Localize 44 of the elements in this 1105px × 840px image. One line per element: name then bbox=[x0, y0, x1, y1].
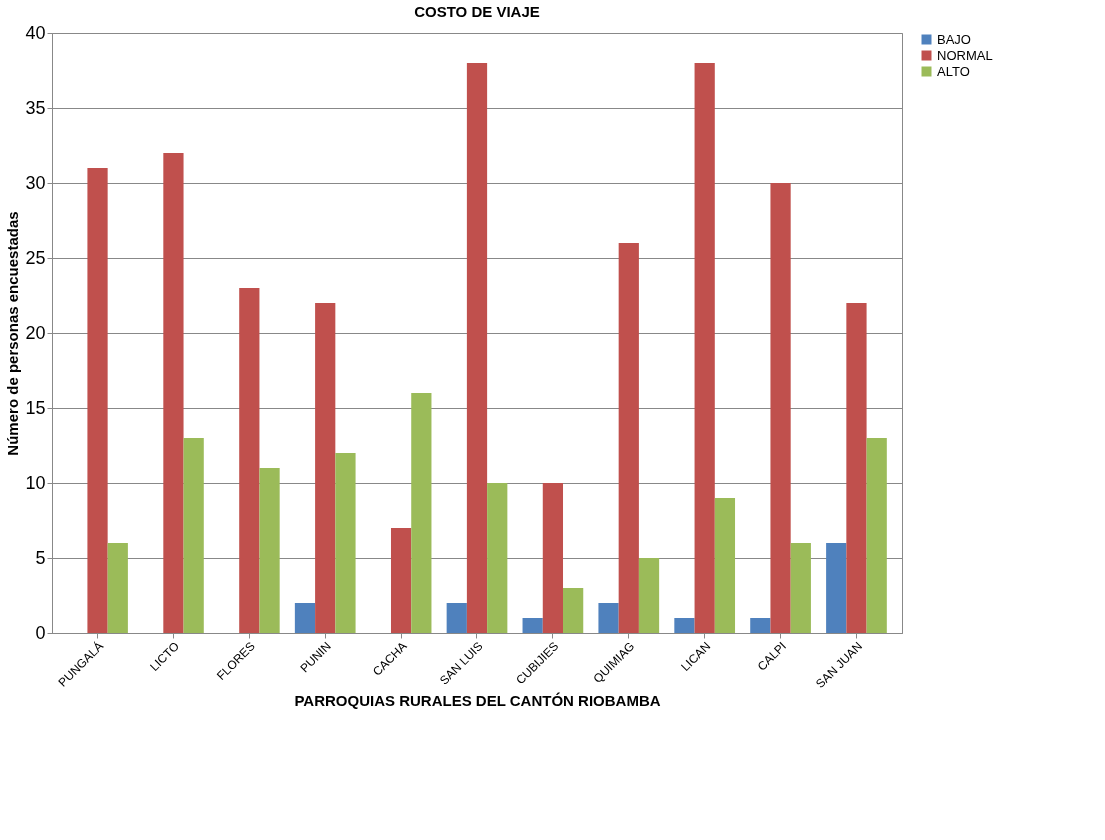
x-axis-title: PARROQUIAS RURALES DEL CANTÓN RIOBAMBA bbox=[294, 692, 661, 710]
bar bbox=[487, 483, 508, 633]
bar bbox=[674, 618, 695, 633]
legend-label: ALTO bbox=[937, 63, 970, 79]
y-tick-label: 10 bbox=[25, 472, 46, 493]
bar bbox=[598, 603, 619, 633]
bar bbox=[826, 543, 847, 633]
bar bbox=[563, 588, 584, 633]
bar bbox=[638, 558, 660, 633]
bar bbox=[294, 603, 316, 633]
bar bbox=[87, 168, 108, 633]
y-tick-label: 20 bbox=[25, 322, 46, 343]
bar bbox=[239, 288, 260, 633]
bar bbox=[107, 543, 128, 633]
y-tick-label: 30 bbox=[25, 172, 46, 193]
bar bbox=[866, 438, 887, 633]
bar bbox=[259, 468, 280, 633]
bar bbox=[163, 153, 184, 633]
legend-label: BAJO bbox=[937, 31, 971, 47]
bar bbox=[446, 603, 467, 633]
y-tick-label: 15 bbox=[25, 397, 46, 418]
bar bbox=[522, 618, 543, 633]
bar bbox=[315, 303, 336, 633]
bar bbox=[618, 243, 639, 633]
bar bbox=[390, 528, 412, 633]
bar bbox=[714, 498, 736, 633]
y-tick-label: 5 bbox=[35, 547, 46, 568]
y-tick-label: 40 bbox=[25, 22, 46, 43]
bar bbox=[335, 453, 356, 633]
bar bbox=[750, 618, 771, 633]
bar bbox=[183, 438, 204, 633]
bar bbox=[411, 393, 432, 633]
bar bbox=[790, 543, 811, 633]
bar bbox=[542, 483, 564, 633]
bar bbox=[770, 183, 791, 633]
y-tick-label: 0 bbox=[35, 622, 46, 643]
bar bbox=[694, 63, 715, 633]
legend-label: NORMAL bbox=[937, 47, 993, 63]
bar bbox=[846, 303, 867, 633]
bar bbox=[466, 63, 488, 633]
y-tick-label: 25 bbox=[25, 247, 46, 268]
y-tick-label: 35 bbox=[25, 97, 46, 118]
chart-title: COSTO DE VIAJE bbox=[414, 3, 540, 20]
y-axis-title: Número de personas encuestadas bbox=[4, 211, 22, 456]
